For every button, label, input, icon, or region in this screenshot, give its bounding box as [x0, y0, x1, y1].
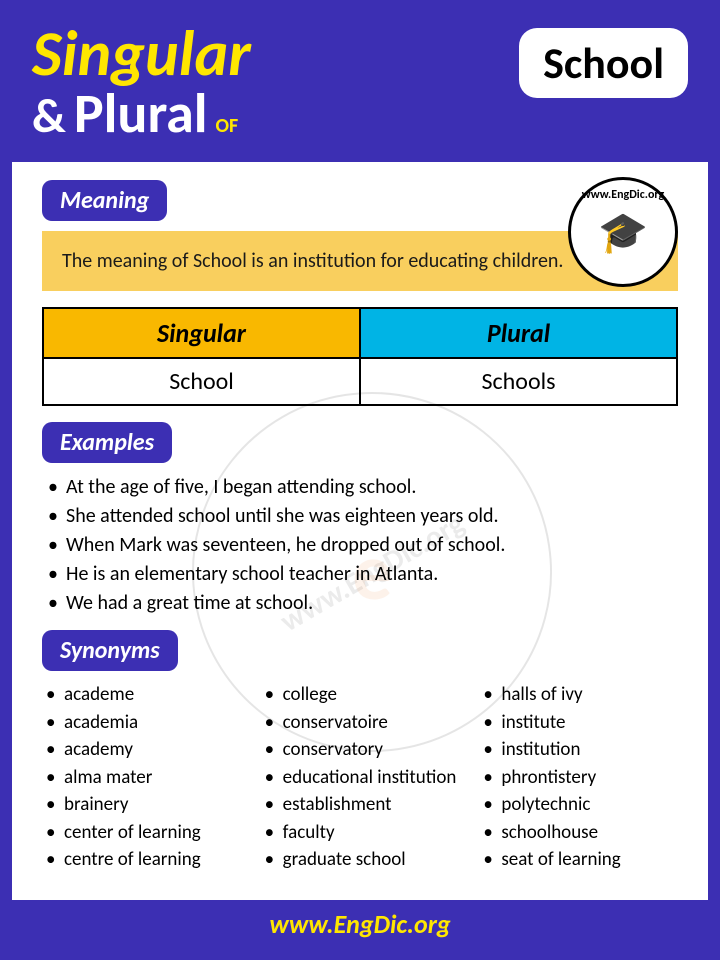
synonym-item: faculty	[261, 819, 460, 847]
word-box: School	[519, 28, 688, 98]
synonym-item: seat of learning	[479, 846, 678, 874]
synonym-item: phrontistery	[479, 764, 678, 792]
synonym-item: alma mater	[42, 764, 241, 792]
header-title-block: Singular & Plural OF	[32, 22, 251, 142]
plural-cell: Schools	[360, 358, 677, 405]
synonym-item: brainery	[42, 791, 241, 819]
synonym-item: institute	[479, 709, 678, 737]
featured-word: School	[543, 36, 664, 90]
synonyms-tag: Synonyms	[42, 630, 178, 671]
synonym-item: academy	[42, 736, 241, 764]
synonym-item: center of learning	[42, 819, 241, 847]
synonyms-columns: academe academia academy alma mater brai…	[42, 681, 678, 874]
example-item: She attended school until she was eighte…	[42, 502, 678, 531]
examples-list: At the age of five, I began attending sc…	[42, 473, 678, 618]
examples-tag: Examples	[42, 422, 172, 463]
footer: www.EngDic.org	[12, 900, 708, 948]
title-plural: Plural	[74, 86, 208, 142]
synonym-item: academe	[42, 681, 241, 709]
title-singular: Singular	[32, 22, 251, 86]
synonyms-col-1: academe academia academy alma mater brai…	[42, 681, 241, 874]
footer-url: www.EngDic.org	[269, 908, 450, 940]
example-item: We had a great time at school.	[42, 589, 678, 618]
synonym-item: academia	[42, 709, 241, 737]
synonym-item: polytechnic	[479, 791, 678, 819]
synonyms-col-2: college conservatoire conservatory educa…	[261, 681, 460, 874]
example-item: At the age of five, I began attending sc…	[42, 473, 678, 502]
synonym-item: educational institution	[261, 764, 460, 792]
meaning-tag: Meaning	[42, 180, 167, 221]
example-item: He is an elementary school teacher in At…	[42, 560, 678, 589]
singular-plural-table: Singular Plural School Schools	[42, 307, 678, 406]
synonym-item: college	[261, 681, 460, 709]
ampersand: &	[32, 92, 66, 140]
brand-badge: www.EngDic.org 🎓	[568, 177, 678, 287]
synonyms-col-3: halls of ivy institute institution phron…	[479, 681, 678, 874]
synonym-item: conservatory	[261, 736, 460, 764]
synonym-item: establishment	[261, 791, 460, 819]
singular-cell: School	[43, 358, 360, 405]
header: Singular & Plural OF School	[12, 12, 708, 162]
graduation-cap-icon: 🎓	[598, 208, 648, 257]
example-item: When Mark was seventeen, he dropped out …	[42, 531, 678, 560]
synonym-item: schoolhouse	[479, 819, 678, 847]
singular-header: Singular	[43, 308, 360, 358]
plural-header: Plural	[360, 308, 677, 358]
brand-url-text: www.EngDic.org	[571, 188, 675, 202]
page-container: Singular & Plural OF School www.EngDic.o…	[0, 0, 720, 960]
synonym-item: halls of ivy	[479, 681, 678, 709]
of-label: OF	[216, 116, 239, 136]
title-plural-row: & Plural OF	[32, 86, 251, 142]
synonym-item: conservatoire	[261, 709, 460, 737]
synonym-item: graduate school	[261, 846, 460, 874]
synonym-item: institution	[479, 736, 678, 764]
synonym-item: centre of learning	[42, 846, 241, 874]
